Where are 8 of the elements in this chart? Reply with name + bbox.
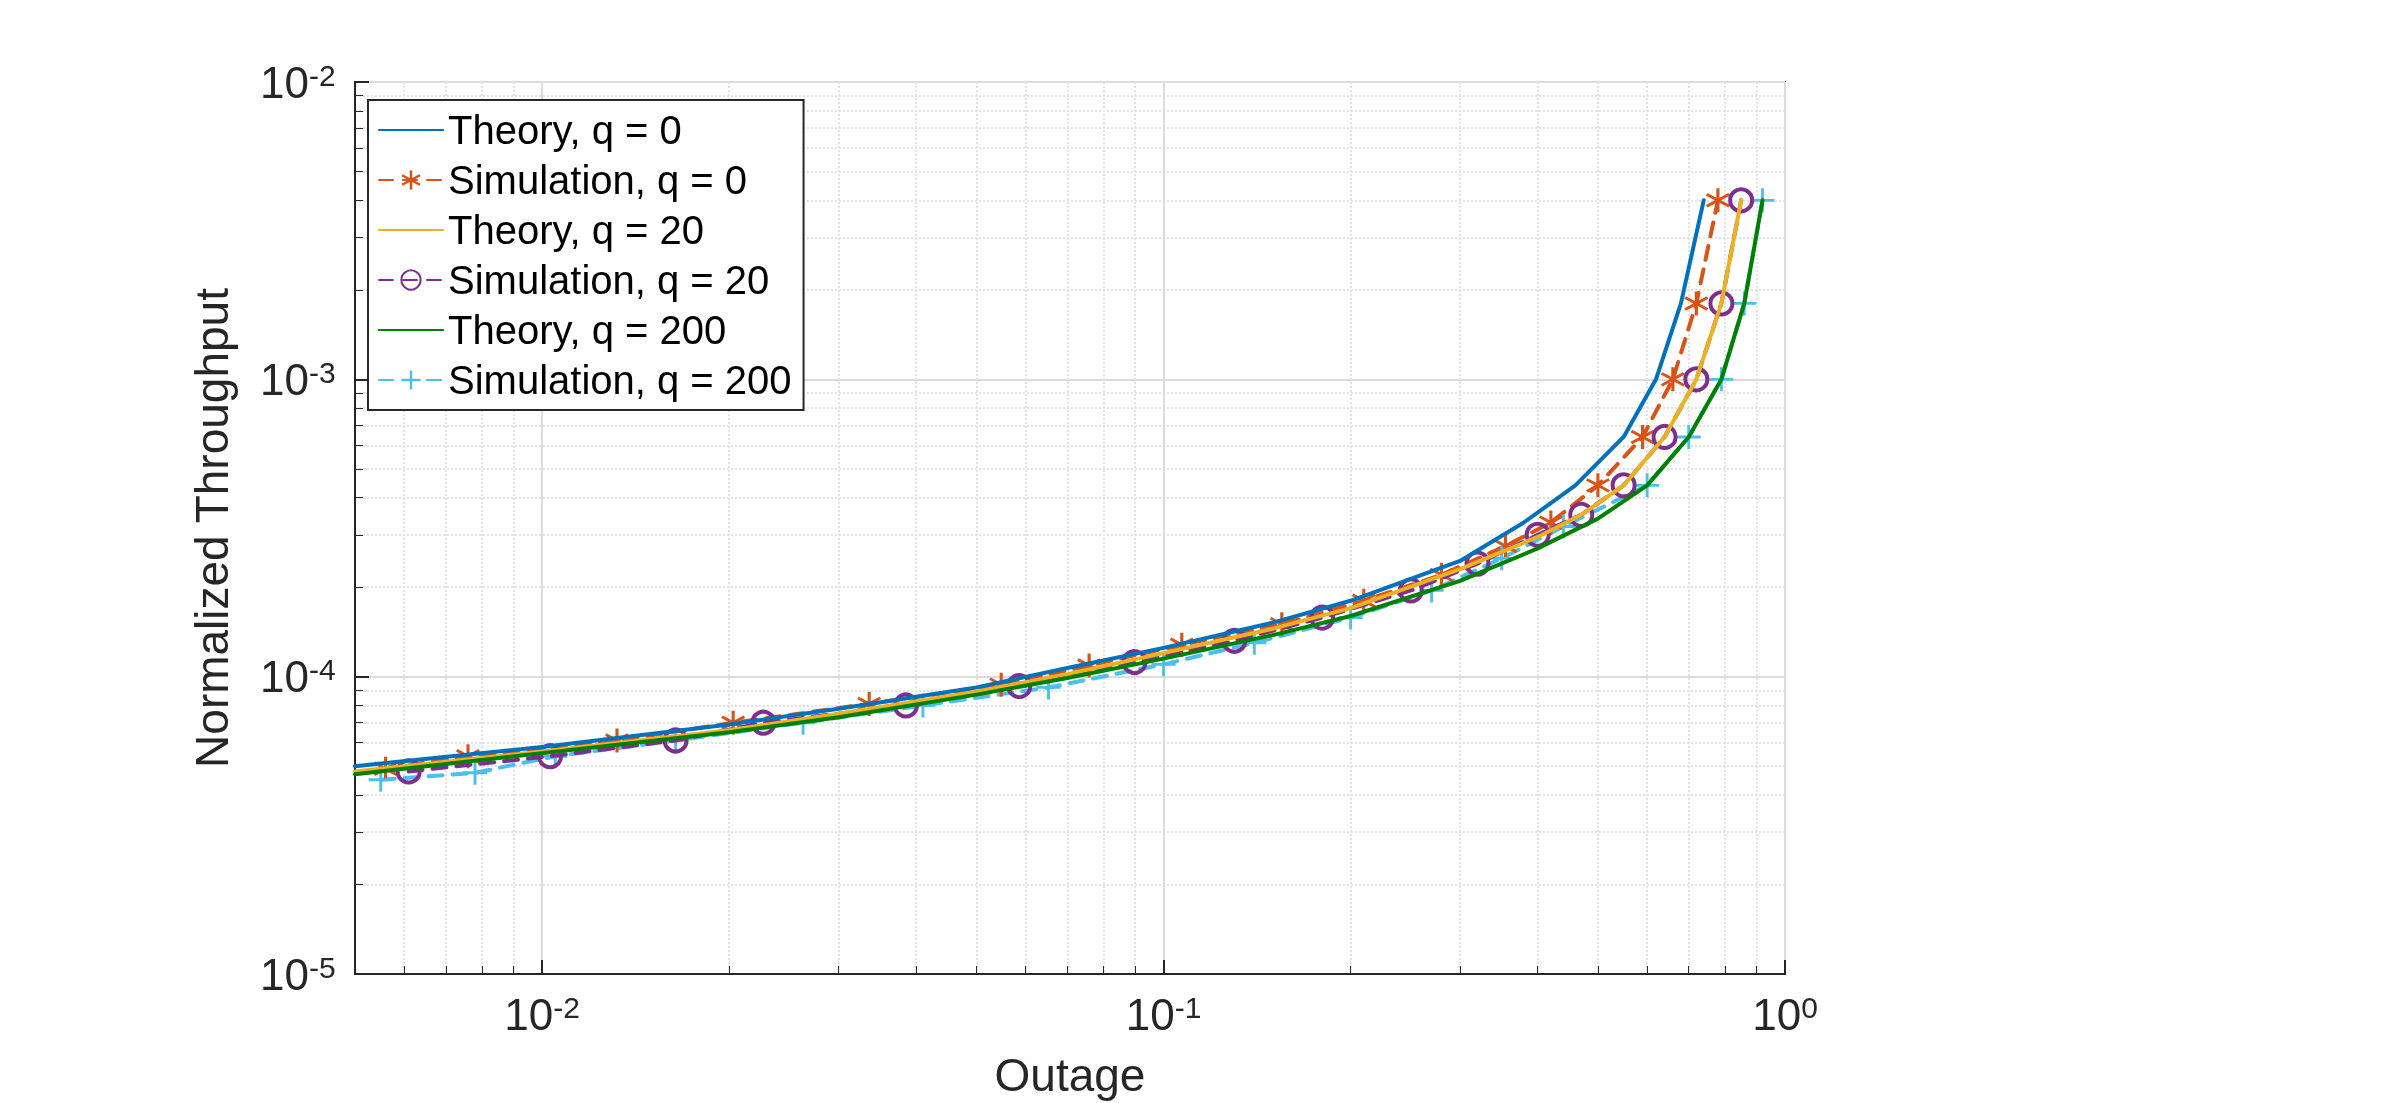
legend-label: Simulation, q = 0: [448, 158, 748, 202]
y-axis-title: Normalized Throughput: [186, 287, 238, 768]
legend-label: Theory, q = 0: [448, 108, 682, 152]
legend-label: Theory, q = 20: [448, 208, 705, 252]
x-axis-title: Outage: [994, 1049, 1146, 1101]
legend-label: Simulation, q = 200: [448, 358, 792, 402]
legend-label: Simulation, q = 20: [448, 258, 770, 302]
legend-label: Theory, q = 200: [448, 308, 727, 352]
